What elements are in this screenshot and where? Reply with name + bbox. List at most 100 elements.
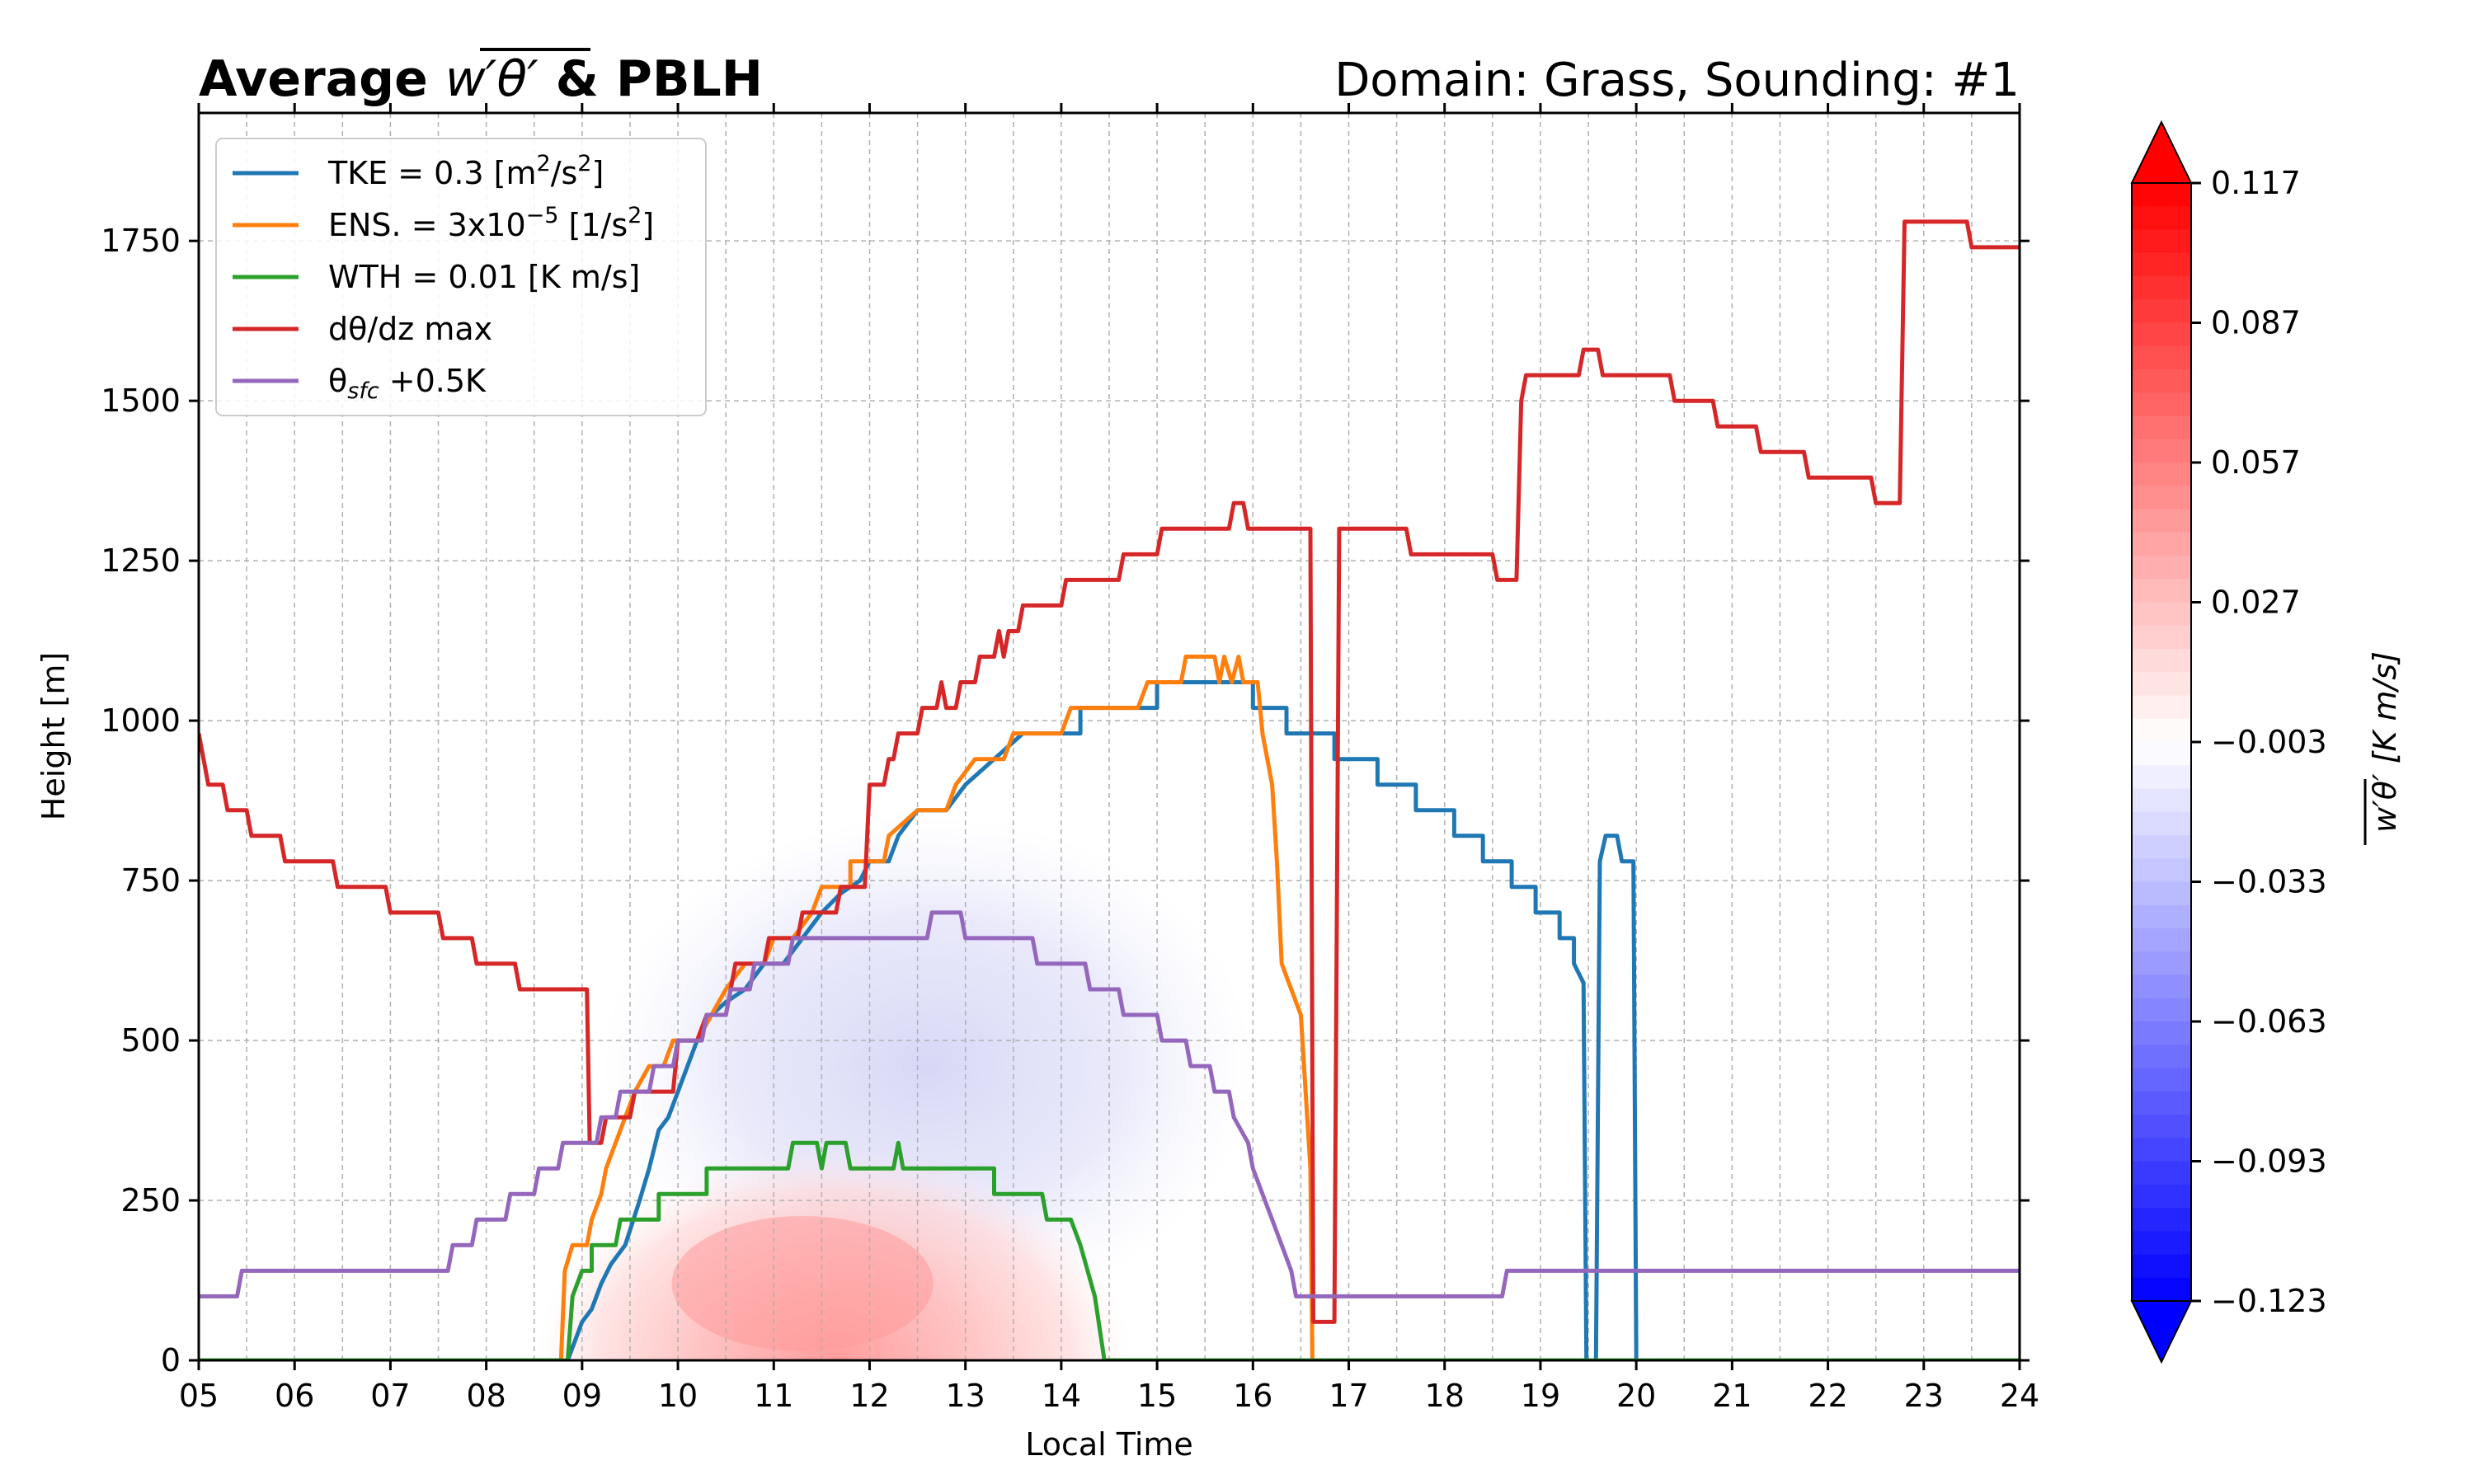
colorbar-band xyxy=(2132,416,2191,440)
colorbar-band xyxy=(2132,928,2191,953)
y-axis-label: Height [m] xyxy=(35,652,72,820)
colorbar-band xyxy=(2132,486,2191,510)
y-tick-label: 500 xyxy=(120,1022,181,1059)
series-line-thsfc xyxy=(199,910,2020,1298)
x-tick-label: 23 xyxy=(1904,1378,1944,1414)
x-tick-label: 17 xyxy=(1329,1378,1368,1414)
y-tick-label: 1250 xyxy=(101,542,181,579)
x-tick-label: 24 xyxy=(2000,1378,2039,1414)
colorbar-band xyxy=(2132,369,2191,394)
colorbar-band xyxy=(2132,1115,2191,1139)
colorbar-band xyxy=(2132,765,2191,790)
colorbar-band xyxy=(2132,718,2191,743)
x-tick-label: 07 xyxy=(370,1378,410,1414)
x-tick-label: 18 xyxy=(1425,1378,1465,1414)
colorbar-band xyxy=(2132,299,2191,324)
colorbar-band xyxy=(2132,556,2191,580)
colorbar-band xyxy=(2132,1091,2191,1115)
colorbar-band xyxy=(2132,1231,2191,1256)
colorbar-band xyxy=(2132,1254,2191,1279)
axes-frame xyxy=(197,111,2021,1362)
colorbar-tick-label: 0.087 xyxy=(2211,305,2301,341)
colorbar-extend-min xyxy=(2130,1300,2193,1364)
y-tick-label: 750 xyxy=(120,862,181,899)
legend: TKE = 0.3 [m2/s2] ENS. = 3x10−5 [1/s2] WTH… xyxy=(215,138,707,416)
x-tick-label: 19 xyxy=(1521,1378,1560,1414)
contour-field xyxy=(537,815,1253,1360)
colorbar-band xyxy=(2132,463,2191,487)
x-axis-label: Local Time xyxy=(1025,1426,1193,1463)
x-tick-label: 22 xyxy=(1808,1378,1847,1414)
title-symbol: w′θ′ xyxy=(445,50,539,108)
colorbar-band xyxy=(2132,532,2191,556)
colorbar-band xyxy=(2132,1021,2191,1046)
colorbar-band xyxy=(2132,276,2191,301)
x-tick-label: 11 xyxy=(754,1378,793,1414)
colorbar-band xyxy=(2132,602,2191,627)
colorbar-tick-label: −0.093 xyxy=(2211,1144,2327,1180)
colorbar-band xyxy=(2132,1208,2191,1233)
y-axis: 0 250 500 750 1000 1250 1500 1750 xyxy=(101,223,2030,1378)
y-tick-label: 0 xyxy=(161,1342,181,1378)
colorbar-band xyxy=(2132,322,2191,347)
legend-label-ens: ENS. = 3x10−5 [1/s2] xyxy=(328,203,654,243)
colorbar-band xyxy=(2132,625,2191,650)
colorbar-band xyxy=(2132,1138,2191,1162)
legend-box xyxy=(215,138,707,416)
colorbar-band xyxy=(2132,881,2191,906)
colorbar-label: w′θ′ [K m/s] xyxy=(2367,651,2403,833)
series-line-wth xyxy=(199,1140,2020,1360)
colorbar-tick-label: 0.117 xyxy=(2211,165,2301,201)
x-tick-label: 16 xyxy=(1233,1378,1272,1414)
chart-title: Average w′θ′ & PBLH xyxy=(199,50,763,108)
colorbar-tick-label: 0.027 xyxy=(2211,585,2301,621)
colorbar-tick-label: −0.123 xyxy=(2211,1283,2327,1319)
x-tick-label: 12 xyxy=(849,1378,889,1414)
colorbar-band xyxy=(2132,1045,2191,1069)
colorbar-band xyxy=(2132,229,2191,254)
colorbar-tick-label: −0.003 xyxy=(2211,724,2327,760)
colorbar-band xyxy=(2132,904,2191,929)
x-tick-label: 15 xyxy=(1137,1378,1177,1414)
colorbar-tick-label: 0.057 xyxy=(2211,444,2301,481)
legend-label-dtdz: dθ/dz max xyxy=(328,311,492,347)
legend-label-tke: TKE = 0.3 [m2/s2] xyxy=(327,151,604,191)
colorbar-band xyxy=(2132,1161,2191,1186)
colorbar-band xyxy=(2132,835,2191,860)
colorbar-band xyxy=(2132,974,2191,999)
colorbar-band xyxy=(2132,672,2191,697)
x-tick-label: 06 xyxy=(275,1378,314,1414)
x-axis: 05 06 07 08 09 10 11 12 13 14 15 16 17 18 19 20 21 22 23 24 xyxy=(179,103,2039,1414)
x-tick-label: 09 xyxy=(562,1378,602,1414)
colorbar-band xyxy=(2132,183,2191,208)
colorbar-band xyxy=(2132,649,2191,674)
colorbar: 0.117 0.087 0.057 0.027 −0.003 −0.033 −0.063 −0… xyxy=(2130,120,2327,1364)
colorbar-band xyxy=(2132,439,2191,463)
contour-positive-core xyxy=(671,1215,934,1351)
legend-label-thsfc: θsfc +0.5K xyxy=(328,363,487,404)
colorbar-band xyxy=(2132,252,2191,277)
x-tick-label: 10 xyxy=(658,1378,698,1414)
colorbar-band xyxy=(2132,579,2191,603)
colorbar-band xyxy=(2132,788,2191,813)
colorbar-band xyxy=(2132,858,2191,883)
y-tick-label: 1500 xyxy=(101,383,181,419)
x-tick-label: 05 xyxy=(179,1378,219,1414)
x-tick-label: 21 xyxy=(1712,1378,1752,1414)
colorbar-band xyxy=(2132,695,2191,720)
series-line-dtdz xyxy=(199,219,2020,1324)
chart-subtitle: Domain: Grass, Sounding: #1 xyxy=(1334,54,2020,107)
colorbar-band xyxy=(2132,1277,2191,1302)
colorbar-band xyxy=(2132,509,2191,533)
colorbar-band xyxy=(2132,998,2191,1022)
colorbar-extend-max xyxy=(2130,120,2193,184)
y-tick-label: 250 xyxy=(120,1182,181,1219)
colorbar-tick-label: −0.033 xyxy=(2211,864,2327,900)
colorbar-band xyxy=(2132,951,2191,976)
colorbar-band xyxy=(2132,1068,2191,1092)
y-tick-label: 1000 xyxy=(101,702,181,739)
colorbar-band xyxy=(2132,206,2191,231)
x-tick-label: 13 xyxy=(946,1378,985,1414)
series-layer xyxy=(199,219,2020,1360)
y-tick-label: 1750 xyxy=(101,223,181,259)
